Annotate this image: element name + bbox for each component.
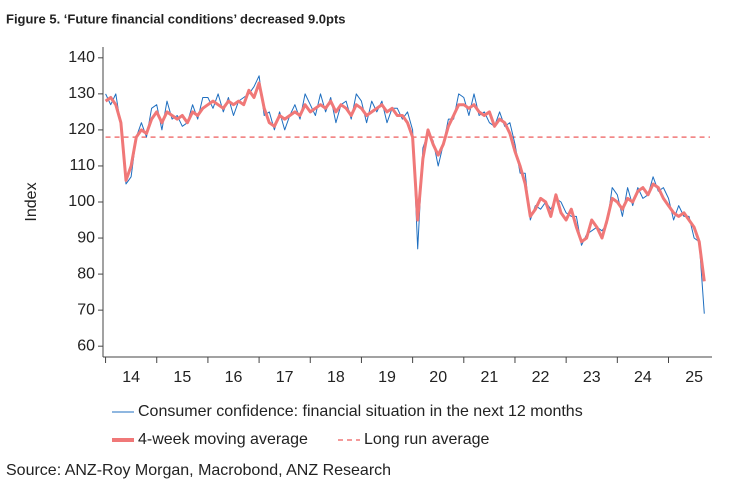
y-axis-label: Index bbox=[23, 182, 40, 221]
y-tick-label: 140 bbox=[68, 49, 95, 66]
legend-label: Consumer confidence: financial situation… bbox=[138, 403, 583, 420]
x-tick-label: 19 bbox=[378, 369, 396, 386]
x-tick-label: 14 bbox=[122, 369, 140, 386]
x-tick-label: 24 bbox=[634, 369, 652, 386]
chart-title: Figure 5. ‘Future financial conditions’ … bbox=[6, 11, 346, 26]
x-tick-label: 23 bbox=[583, 369, 601, 386]
y-tick-label: 70 bbox=[77, 301, 95, 318]
y-tick-label: 60 bbox=[77, 337, 95, 354]
y-tick-label: 90 bbox=[77, 229, 95, 246]
x-tick-label: 16 bbox=[225, 369, 243, 386]
x-tick-label: 17 bbox=[276, 369, 294, 386]
source-note: Source: ANZ-Roy Morgan, Macrobond, ANZ R… bbox=[6, 462, 391, 479]
x-tick-label: 21 bbox=[480, 369, 498, 386]
y-tick-label: 100 bbox=[68, 193, 95, 210]
x-tick-label: 20 bbox=[429, 369, 447, 386]
x-tick-label: 15 bbox=[173, 369, 191, 386]
series-line bbox=[104, 81, 706, 282]
legend-label: Long run average bbox=[364, 431, 490, 448]
y-tick-label: 110 bbox=[69, 157, 95, 174]
y-tick-label: 130 bbox=[68, 85, 95, 102]
x-tick-label: 25 bbox=[685, 369, 703, 386]
y-tick-label: 120 bbox=[68, 121, 95, 138]
x-tick-label: 22 bbox=[532, 369, 550, 386]
series-line bbox=[105, 75, 705, 314]
legend-label: 4-week moving average bbox=[138, 431, 308, 448]
y-tick-label: 80 bbox=[77, 265, 95, 282]
x-tick-label: 18 bbox=[327, 369, 345, 386]
